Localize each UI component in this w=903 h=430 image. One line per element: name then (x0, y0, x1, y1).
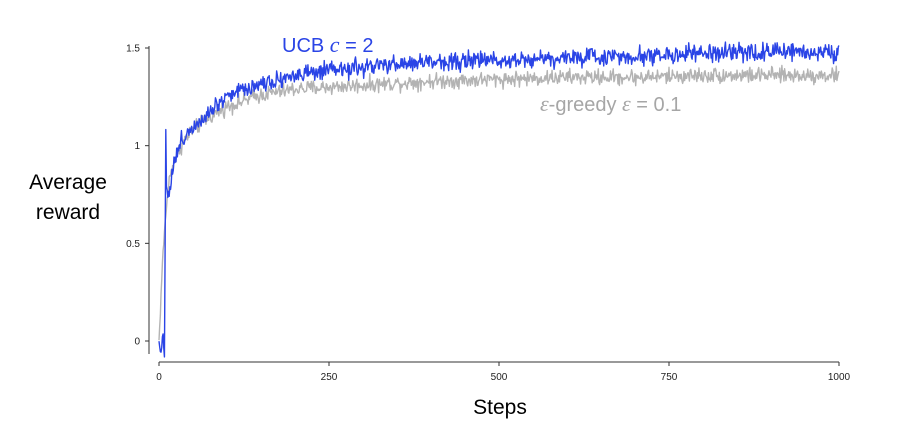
y-axis-label-line-1: Average (29, 171, 107, 194)
series-label-egreedy-part-2: -greedy (549, 94, 622, 116)
y-tick-label: 1 (134, 141, 140, 152)
series-label-ucb: UCB c = 2 (282, 32, 373, 57)
series-label-egreedy: ε-greedy ε = 0.1 (540, 91, 681, 116)
y-axis-label-line-2: reward (36, 201, 100, 224)
series-line-ucb (158, 41, 840, 358)
series-label-ucb-part-2: c (330, 32, 340, 57)
y-tick-label: 1.5 (126, 44, 140, 55)
axes: 0 0.5 1 1.5 0 250 500 750 1000 (126, 44, 850, 384)
series-label-egreedy-part-3: ε (622, 91, 631, 116)
x-axis-label: Steps (473, 396, 527, 419)
x-tick-label: 250 (321, 372, 338, 383)
series-label-egreedy-part-1: ε (540, 91, 549, 116)
series-label-ucb-part-1: UCB (282, 35, 330, 57)
x-tick-label: 1000 (828, 372, 851, 383)
series-label-egreedy-part-4: = 0.1 (631, 94, 682, 116)
series-line-egreedy (158, 64, 840, 341)
x-tick-label: 750 (661, 372, 678, 383)
y-tick-label: 0 (134, 337, 140, 348)
x-tick-label: 0 (156, 372, 162, 383)
y-tick-label: 0.5 (126, 239, 140, 250)
series-label-ucb-part-3: = 2 (340, 35, 374, 57)
x-tick-label: 500 (491, 372, 508, 383)
plot-area (158, 41, 840, 358)
